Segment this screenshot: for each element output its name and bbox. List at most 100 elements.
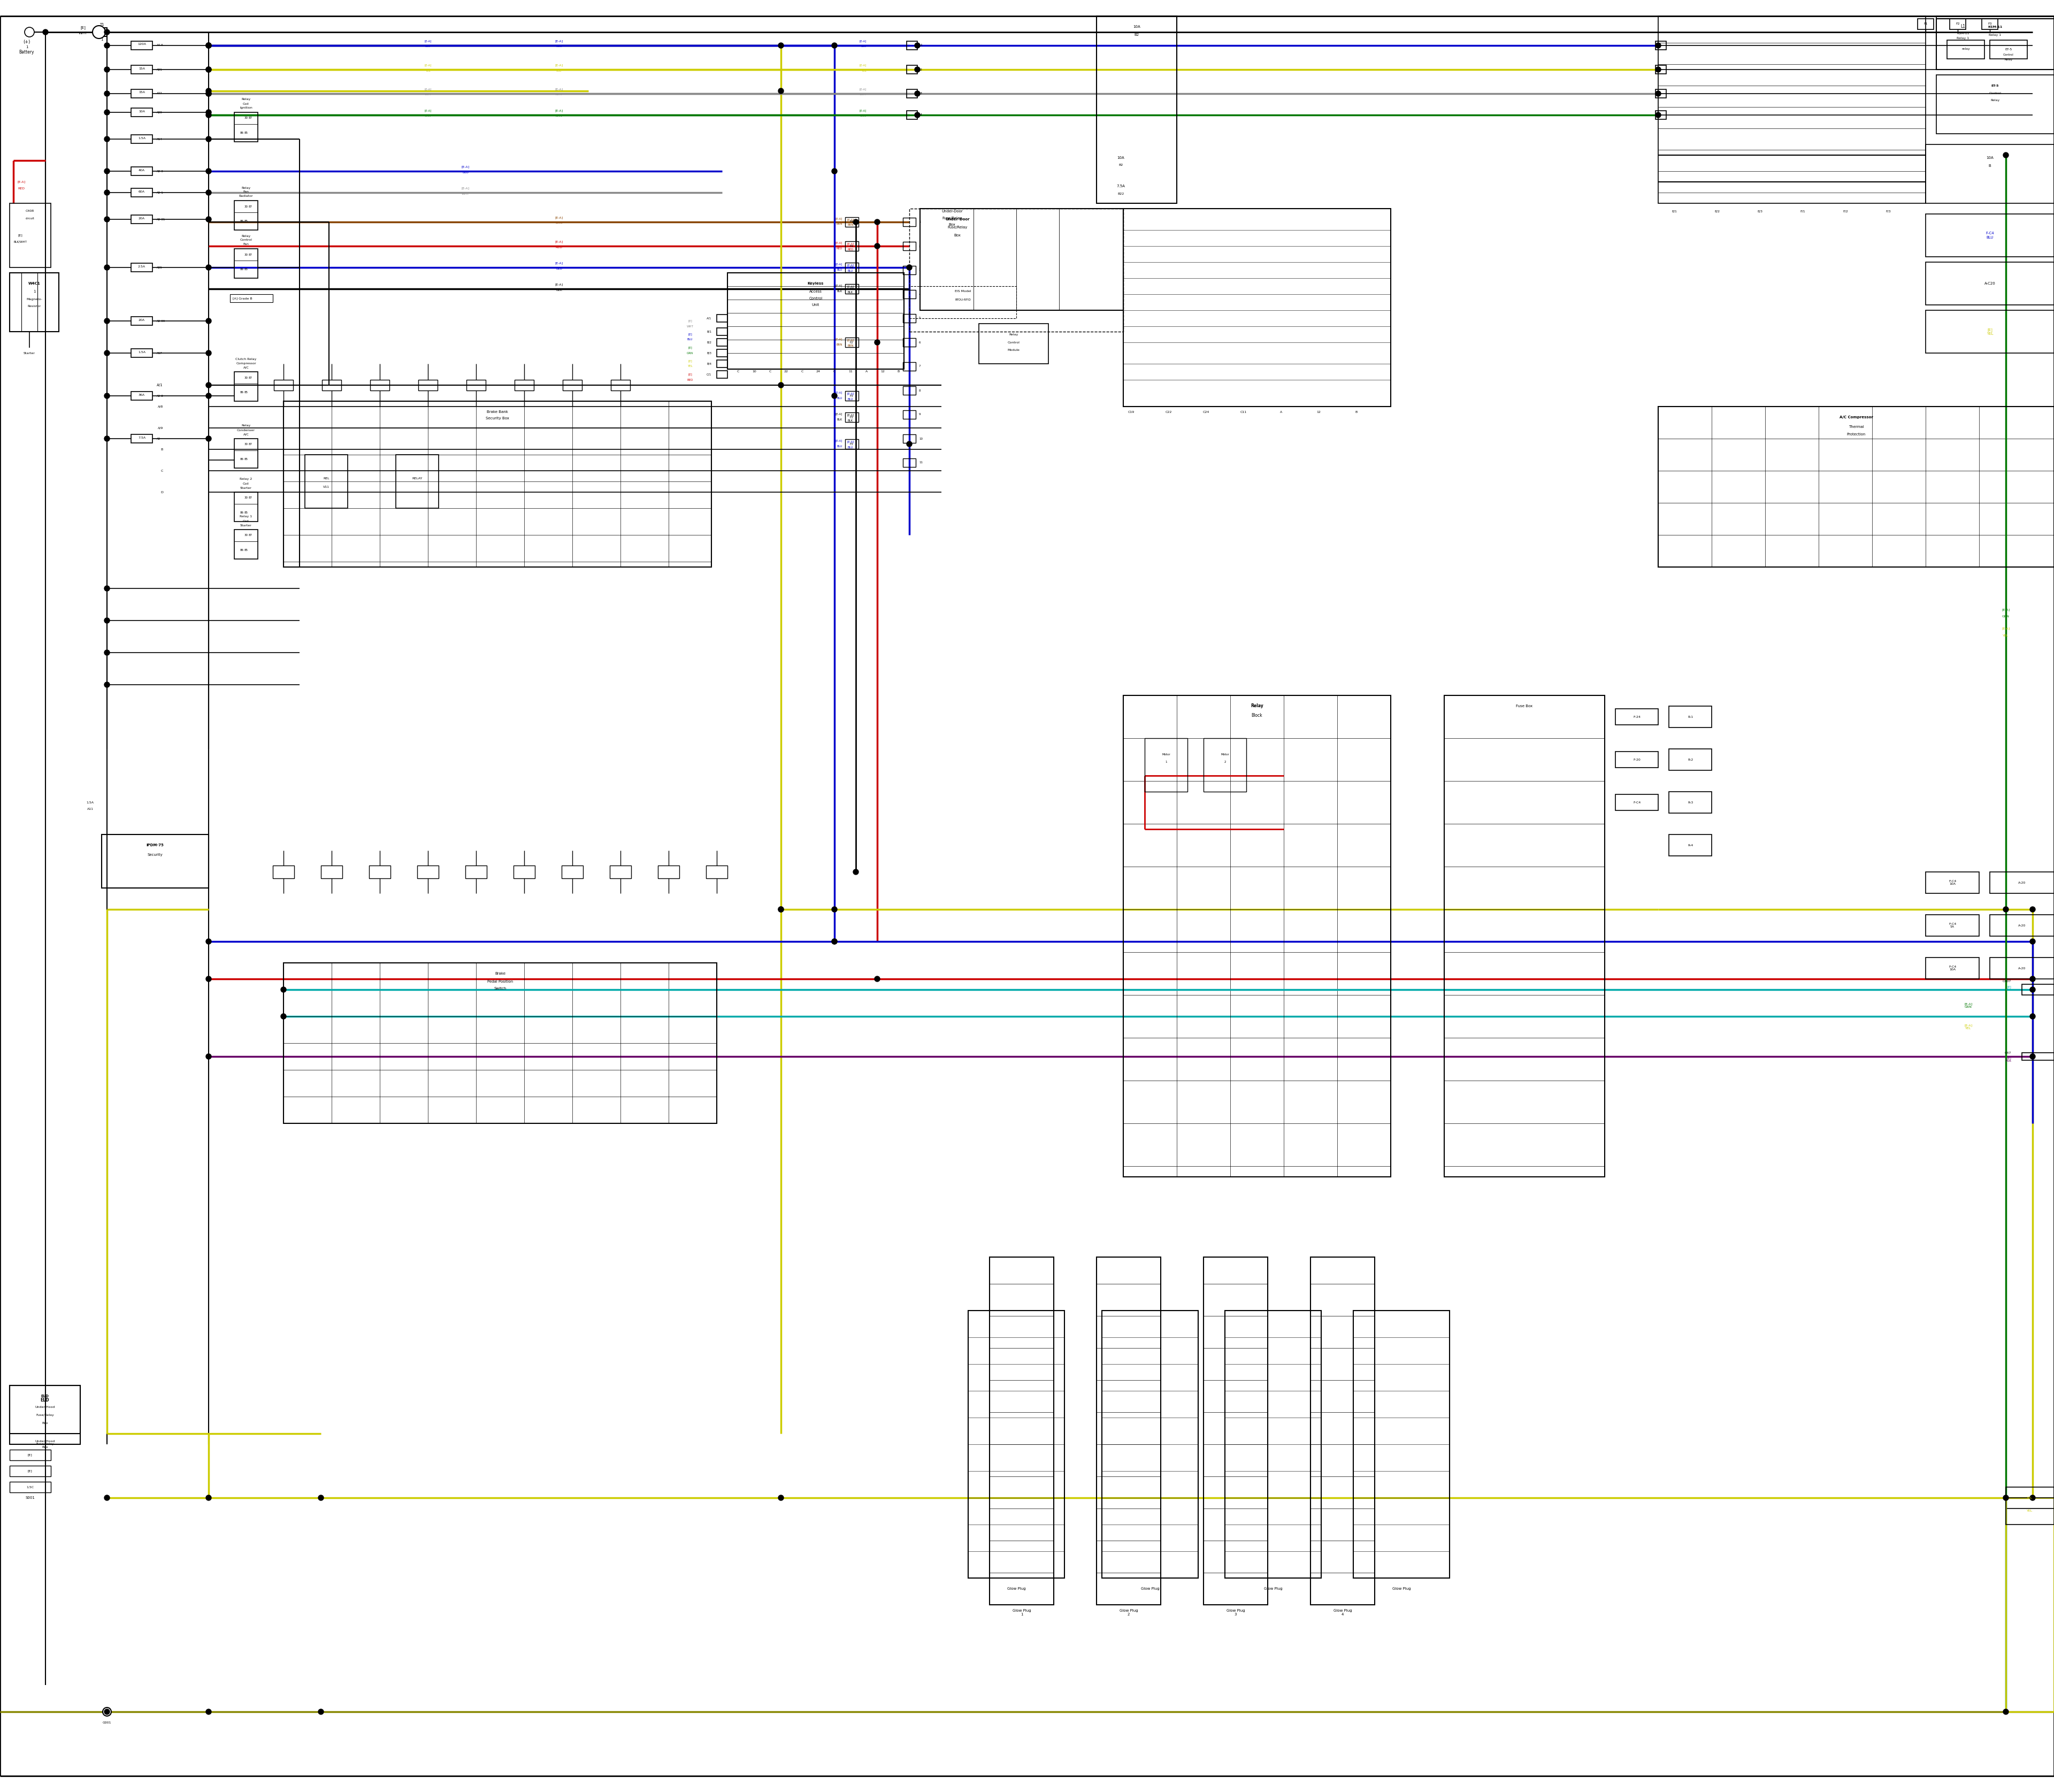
Text: 1.5A: 1.5A bbox=[138, 351, 146, 353]
Circle shape bbox=[2003, 1495, 2009, 1500]
Text: ELD: ELD bbox=[41, 1394, 49, 1398]
Text: YEL: YEL bbox=[861, 70, 867, 72]
Text: 11: 11 bbox=[918, 461, 922, 464]
Text: BLU: BLU bbox=[861, 45, 867, 48]
Text: T1: T1 bbox=[99, 23, 105, 27]
Bar bbox=[906, 65, 918, 73]
Text: BRN: BRN bbox=[836, 222, 842, 226]
Text: B: B bbox=[1988, 165, 1990, 167]
Text: Resistor: Resistor bbox=[27, 305, 41, 306]
Text: [E-A]: [E-A] bbox=[555, 65, 563, 66]
Bar bbox=[466, 866, 487, 878]
Text: [E]: [E] bbox=[688, 319, 692, 323]
Circle shape bbox=[105, 109, 109, 115]
Text: [E-A]: [E-A] bbox=[555, 39, 563, 43]
Circle shape bbox=[105, 91, 109, 97]
Text: Starter: Starter bbox=[240, 486, 253, 489]
Text: 30: 30 bbox=[244, 496, 249, 500]
Text: S001: S001 bbox=[25, 1496, 35, 1500]
Text: [E]: [E] bbox=[688, 346, 692, 349]
Circle shape bbox=[2029, 939, 2036, 944]
Text: B22: B22 bbox=[1117, 192, 1124, 195]
Text: A-C20: A-C20 bbox=[1984, 281, 1994, 285]
Text: A-20: A-20 bbox=[2019, 925, 2025, 926]
Text: [E]: [E] bbox=[688, 373, 692, 376]
Text: 4: 4 bbox=[920, 113, 922, 116]
Bar bbox=[904, 339, 916, 346]
Text: 30: 30 bbox=[244, 443, 249, 446]
Text: [E-A]: [E-A] bbox=[846, 242, 854, 246]
Bar bbox=[1124, 695, 1391, 1177]
Bar bbox=[1990, 873, 2054, 894]
Bar bbox=[97, 29, 107, 36]
Text: 87: 87 bbox=[249, 116, 253, 120]
Bar bbox=[322, 380, 341, 391]
Text: B2: B2 bbox=[1134, 34, 1140, 36]
Bar bbox=[131, 41, 152, 50]
Text: YEL: YEL bbox=[2027, 1511, 2033, 1512]
Text: [E-A]: [E-A] bbox=[859, 88, 867, 91]
Bar bbox=[234, 493, 259, 521]
Text: Fuse/Relay: Fuse/Relay bbox=[943, 217, 961, 220]
Text: A/C Compressor: A/C Compressor bbox=[1838, 416, 1873, 419]
Text: Switch: Switch bbox=[493, 987, 507, 991]
Text: Under-Hood: Under-Hood bbox=[35, 1405, 55, 1409]
Text: Relay 1: Relay 1 bbox=[240, 516, 253, 518]
Circle shape bbox=[2003, 152, 2009, 158]
Text: 10A: 10A bbox=[1134, 25, 1140, 29]
Text: 40A: 40A bbox=[138, 168, 146, 172]
Bar bbox=[657, 866, 680, 878]
Circle shape bbox=[205, 136, 212, 142]
Text: Control: Control bbox=[2003, 54, 2013, 56]
Text: Glow Plug
2: Glow Plug 2 bbox=[1119, 1609, 1138, 1616]
Text: GRN: GRN bbox=[2003, 615, 2009, 618]
Bar bbox=[131, 108, 152, 116]
Bar bbox=[904, 265, 916, 274]
Text: E/3: E/3 bbox=[1756, 210, 1762, 213]
Text: GRN: GRN bbox=[555, 115, 563, 118]
Circle shape bbox=[105, 683, 109, 688]
Text: KSM-11: KSM-11 bbox=[1957, 32, 1970, 34]
Bar bbox=[2007, 1498, 2054, 1711]
Bar bbox=[1937, 18, 2054, 70]
Text: WHT: WHT bbox=[425, 93, 431, 97]
Text: Coil: Coil bbox=[242, 482, 249, 486]
Text: 1: 1 bbox=[33, 290, 35, 294]
Text: Box: Box bbox=[41, 1421, 47, 1425]
Bar bbox=[904, 459, 916, 468]
Circle shape bbox=[281, 987, 286, 993]
Circle shape bbox=[832, 939, 838, 944]
Text: Glow Plug: Glow Plug bbox=[1263, 1588, 1282, 1590]
Circle shape bbox=[875, 244, 879, 249]
Bar bbox=[717, 360, 727, 367]
Text: F3: F3 bbox=[850, 394, 852, 398]
Bar bbox=[1204, 1256, 1267, 1606]
Text: [E-A]: [E-A] bbox=[836, 339, 842, 340]
Text: F4: F4 bbox=[850, 220, 852, 224]
Bar bbox=[273, 380, 294, 391]
Circle shape bbox=[914, 43, 920, 48]
Text: 10A: 10A bbox=[1117, 156, 1124, 159]
Text: Box: Box bbox=[949, 222, 955, 226]
Circle shape bbox=[205, 1710, 212, 1715]
Bar bbox=[844, 263, 859, 272]
Bar bbox=[1656, 111, 1666, 120]
Text: Thermal: Thermal bbox=[1849, 425, 1863, 428]
Bar bbox=[131, 65, 152, 73]
Text: Control: Control bbox=[240, 238, 253, 242]
Bar bbox=[370, 380, 390, 391]
Text: [E-A]: [E-A] bbox=[425, 109, 431, 113]
Bar bbox=[131, 434, 152, 443]
Bar bbox=[1990, 39, 2027, 59]
Text: GRN: GRN bbox=[861, 115, 867, 118]
Text: BLU: BLU bbox=[557, 45, 563, 48]
Text: 60A: 60A bbox=[138, 190, 146, 194]
Text: 86: 86 bbox=[240, 220, 244, 222]
Text: Motor: Motor bbox=[1163, 753, 1171, 756]
Text: A22: A22 bbox=[156, 91, 162, 95]
Text: Protection: Protection bbox=[1847, 432, 1865, 435]
Text: 85: 85 bbox=[244, 131, 249, 134]
Bar bbox=[1204, 738, 1247, 792]
Text: A/C: A/C bbox=[242, 434, 249, 435]
Text: 87: 87 bbox=[249, 443, 253, 446]
